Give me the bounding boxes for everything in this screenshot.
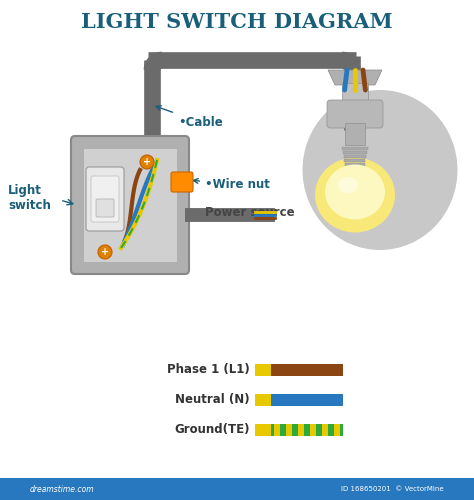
FancyBboxPatch shape [71,136,189,274]
Bar [255,424,271,436]
Bar [271,424,343,436]
Text: LIGHT SWITCH DIAGRAM: LIGHT SWITCH DIAGRAM [81,12,393,32]
Circle shape [98,245,112,259]
FancyBboxPatch shape [83,148,177,262]
Bar [274,424,280,436]
Text: +: + [143,157,151,167]
FancyBboxPatch shape [86,167,124,231]
Bar [298,424,304,436]
Text: •Wire nut: •Wire nut [193,178,270,192]
Bar [286,424,292,436]
Circle shape [140,155,154,169]
FancyBboxPatch shape [342,83,368,105]
Bar [322,424,328,436]
FancyBboxPatch shape [171,172,193,192]
Ellipse shape [338,177,358,193]
Text: ID 168650201  © VectorMine: ID 168650201 © VectorMine [341,486,444,492]
Bar [310,424,316,436]
Bar [344,154,366,158]
Bar [255,394,271,406]
Polygon shape [328,70,382,85]
FancyBboxPatch shape [345,123,365,145]
FancyBboxPatch shape [327,100,383,128]
Bar [334,424,340,436]
Bar [345,158,365,162]
Text: Neutral (N): Neutral (N) [175,394,250,406]
Bar [271,364,343,376]
FancyBboxPatch shape [96,199,114,217]
Bar [345,162,365,166]
Text: Ground(TE): Ground(TE) [174,424,250,436]
Ellipse shape [302,90,457,250]
FancyBboxPatch shape [91,176,119,222]
Bar [346,166,364,170]
Ellipse shape [325,164,385,220]
Ellipse shape [315,158,395,232]
Text: Phase 1 (L1): Phase 1 (L1) [167,364,250,376]
Bar [343,150,367,154]
Bar [342,146,368,150]
Text: Power source: Power source [205,206,295,218]
Text: dreamstime.com: dreamstime.com [30,484,95,494]
Bar [255,364,271,376]
Text: •Cable: •Cable [156,106,223,128]
Bar [271,394,343,406]
Bar [0,478,474,500]
Text: +: + [101,247,109,257]
Text: Light
switch: Light switch [8,184,51,212]
